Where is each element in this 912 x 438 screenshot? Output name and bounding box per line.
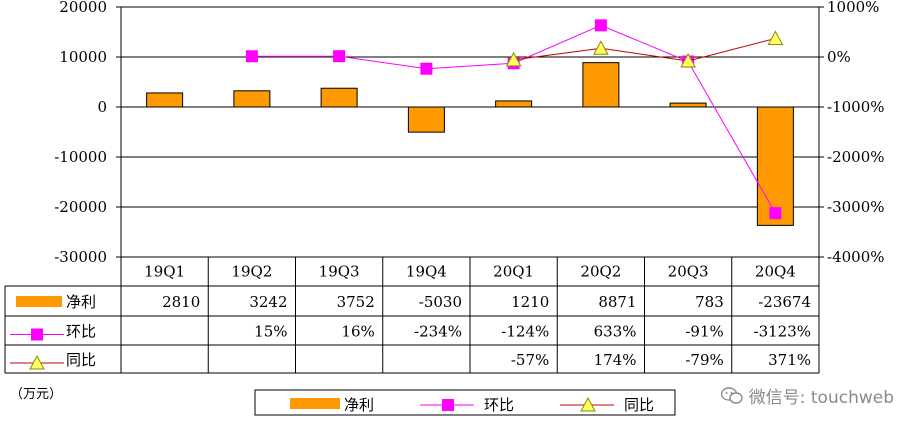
left-tick-label: -30000 <box>54 248 107 266</box>
triangle-marker <box>680 52 696 68</box>
left-axis-ticks: 20000 10000 0 -10000 -20000 -30000 <box>54 0 121 266</box>
bar <box>233 90 271 108</box>
series-line <box>513 37 776 62</box>
table-cell: 8871 <box>598 293 636 311</box>
table-cell: 2810 <box>162 293 200 311</box>
legend-key-bar <box>290 398 340 409</box>
unit-label: （万元） <box>10 387 62 402</box>
watermark: 微信号: touchweb <box>720 383 894 408</box>
category-label: 20Q2 <box>580 263 621 281</box>
table-cell: -124% <box>501 323 549 341</box>
left-tick-label: -20000 <box>54 198 107 216</box>
left-tick-label: 10000 <box>59 48 107 66</box>
table-cell: -57% <box>511 351 549 369</box>
line-series <box>245 19 784 220</box>
table-cell: -5030 <box>419 293 462 311</box>
table-cell: 16% <box>341 323 374 341</box>
square-marker <box>333 50 346 63</box>
legend-key-marker <box>442 399 454 411</box>
wechat-icon <box>720 386 743 404</box>
table-cell: 1210 <box>511 293 549 311</box>
right-tick-label: -2000% <box>827 148 885 166</box>
legend-key-marker <box>580 396 596 412</box>
bar <box>756 106 794 226</box>
triangle-marker <box>767 30 784 45</box>
category-label: 19Q2 <box>231 263 272 281</box>
bar <box>146 92 184 108</box>
left-tick-label: 20000 <box>59 0 107 16</box>
left-tick-label: 0 <box>97 98 107 116</box>
bar <box>582 62 620 108</box>
square-marker <box>420 62 433 75</box>
table-cell: -91% <box>685 323 723 341</box>
table-cell: 3752 <box>337 293 375 311</box>
data-table: 19Q1 19Q2 19Q3 19Q4 20Q1 20Q2 20Q3 20Q4 净利 2810 32… <box>4 256 820 374</box>
square-marker <box>594 19 607 32</box>
legend-label: 环比 <box>484 396 514 414</box>
category-label: 19Q1 <box>144 263 185 281</box>
right-axis-ticks: 1000% 0% -1000% -2000% -3000% -4000% <box>819 0 885 266</box>
table-cell: 633% <box>594 323 637 341</box>
table-cell: -79% <box>685 351 723 369</box>
legend-label: 同比 <box>624 396 654 414</box>
category-label: 20Q1 <box>493 263 534 281</box>
row-key-marker <box>31 328 43 341</box>
category-label: 19Q3 <box>319 263 360 281</box>
row-series-name: 环比 <box>66 323 96 341</box>
triangle-marker <box>593 40 609 55</box>
square-marker <box>769 207 782 220</box>
row-key-bar <box>16 296 62 307</box>
table-cell: 783 <box>695 293 724 311</box>
bar <box>495 100 533 108</box>
bar <box>320 87 358 108</box>
table-cell: 371% <box>768 351 811 369</box>
table-cell: -234% <box>414 323 462 341</box>
bar <box>407 106 445 133</box>
right-tick-label: -3000% <box>827 198 885 216</box>
gridlines <box>120 6 820 258</box>
triangle-marker <box>505 51 522 67</box>
category-label: 19Q4 <box>406 263 447 281</box>
table-cell: -3123% <box>754 323 812 341</box>
legend: 净利 环比 同比 <box>254 389 676 416</box>
right-tick-label: 0% <box>827 48 851 66</box>
bar <box>669 102 707 108</box>
table-cell: 174% <box>594 351 637 369</box>
category-label: 20Q3 <box>668 263 709 281</box>
table-cell: 3242 <box>249 293 287 311</box>
table-cell: 15% <box>254 323 287 341</box>
watermark-text: 微信号: touchweb <box>748 388 894 408</box>
right-tick-label: 1000% <box>827 0 879 16</box>
right-tick-label: -1000% <box>827 98 885 116</box>
square-marker <box>245 50 258 63</box>
left-tick-label: -10000 <box>54 148 107 166</box>
table-cell: -23674 <box>758 293 811 311</box>
category-label: 20Q4 <box>755 263 796 281</box>
row-key-marker <box>29 354 45 370</box>
right-tick-label: -4000% <box>827 248 885 266</box>
legend-label: 净利 <box>344 396 374 414</box>
row-series-name: 净利 <box>66 293 96 311</box>
row-series-name: 同比 <box>66 351 96 369</box>
bar-series <box>146 62 794 226</box>
